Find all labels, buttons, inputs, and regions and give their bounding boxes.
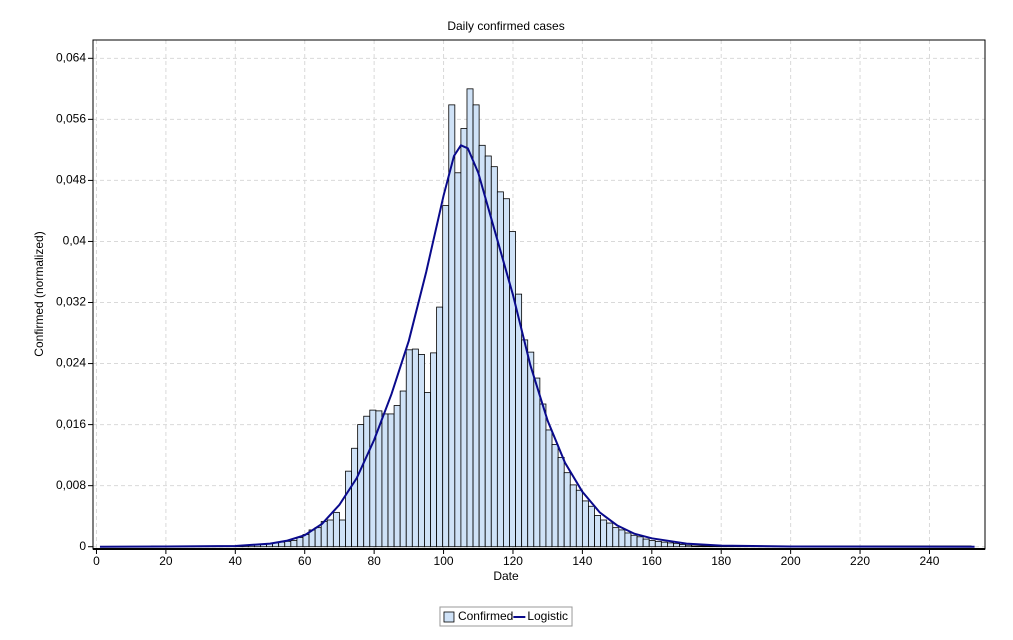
bar — [405, 349, 413, 548]
bar — [284, 540, 292, 548]
y-tick-label: 0 — [79, 539, 86, 553]
bar — [618, 529, 626, 548]
x-tick-label: 100 — [434, 554, 454, 568]
bar — [563, 472, 571, 548]
chart-title: Daily confirmed cases — [447, 19, 564, 33]
x-tick-label: 20 — [159, 554, 173, 568]
bar — [460, 128, 468, 548]
bar — [503, 198, 510, 548]
x-tick-label: 40 — [229, 554, 243, 568]
bar — [667, 542, 674, 548]
y-tick-label: 0,048 — [56, 173, 86, 187]
bar — [648, 540, 656, 548]
bar — [600, 519, 608, 548]
bar — [588, 505, 595, 548]
legend-label: Logistic — [527, 609, 568, 623]
bar — [339, 519, 346, 548]
bar — [430, 352, 438, 548]
y-tick-label: 0,024 — [56, 356, 86, 370]
legend-box — [439, 606, 573, 627]
legend-label: Confirmed — [458, 609, 513, 623]
x-tick-label: 60 — [298, 554, 312, 568]
bar — [369, 409, 377, 548]
bar — [654, 540, 662, 548]
bar — [387, 413, 395, 548]
bar — [545, 429, 553, 548]
bar — [612, 527, 620, 548]
x-tick-label: 180 — [711, 554, 731, 568]
bar — [357, 424, 365, 548]
y-tick-label: 0,056 — [56, 112, 86, 126]
bar — [642, 538, 650, 548]
bar — [581, 500, 589, 548]
y-tick-label: 0,032 — [56, 295, 86, 309]
bar — [660, 541, 668, 548]
bar — [326, 519, 334, 548]
x-tick-label: 140 — [572, 554, 592, 568]
bar — [442, 205, 450, 548]
bar — [314, 527, 322, 548]
line — [99, 144, 975, 548]
bar — [539, 403, 547, 548]
bar — [624, 532, 632, 548]
x-tick-label: 0 — [93, 554, 100, 568]
bar — [417, 354, 425, 548]
y-tick-label: 0,064 — [56, 50, 86, 64]
bar — [594, 515, 602, 548]
bar — [381, 413, 389, 548]
bar — [345, 470, 352, 548]
y-tick-label: 0,008 — [56, 478, 86, 492]
bar — [393, 405, 401, 548]
x-tick-label: 160 — [642, 554, 662, 568]
bar — [569, 484, 577, 548]
bar — [454, 172, 462, 548]
legend-swatch — [443, 611, 455, 623]
bar — [636, 536, 644, 548]
bar — [606, 522, 614, 548]
bar — [533, 377, 541, 548]
x-tick-label: 120 — [503, 554, 523, 568]
bar — [290, 540, 298, 548]
bar — [551, 444, 559, 548]
bar — [575, 489, 583, 548]
y-tick-label: 0,04 — [63, 234, 87, 248]
bar — [685, 544, 693, 548]
bar — [527, 351, 535, 548]
bar — [399, 390, 407, 548]
bar — [351, 447, 359, 548]
x-tick-label: 240 — [919, 554, 939, 568]
y-tick-label: 0,016 — [56, 417, 86, 431]
bar — [521, 339, 529, 548]
bar — [332, 511, 340, 548]
x-tick-label: 220 — [850, 554, 870, 568]
bar — [630, 534, 638, 548]
x-tick-label: 200 — [781, 554, 801, 568]
bar — [515, 293, 523, 548]
bar — [296, 537, 304, 548]
bar — [436, 306, 444, 548]
bar — [424, 392, 431, 548]
bar — [320, 521, 328, 548]
bar — [509, 231, 516, 548]
x-tick-label: 80 — [367, 554, 381, 568]
x-axis-label: Date — [493, 569, 519, 583]
bar — [411, 348, 419, 548]
legend: Confirmed Logistic — [439, 606, 573, 627]
bar — [557, 457, 565, 548]
bar — [679, 544, 687, 548]
y-axis-label: Confirmed (normalized) — [32, 231, 46, 356]
bar — [673, 543, 680, 548]
bar — [363, 415, 371, 548]
bar — [478, 144, 486, 548]
